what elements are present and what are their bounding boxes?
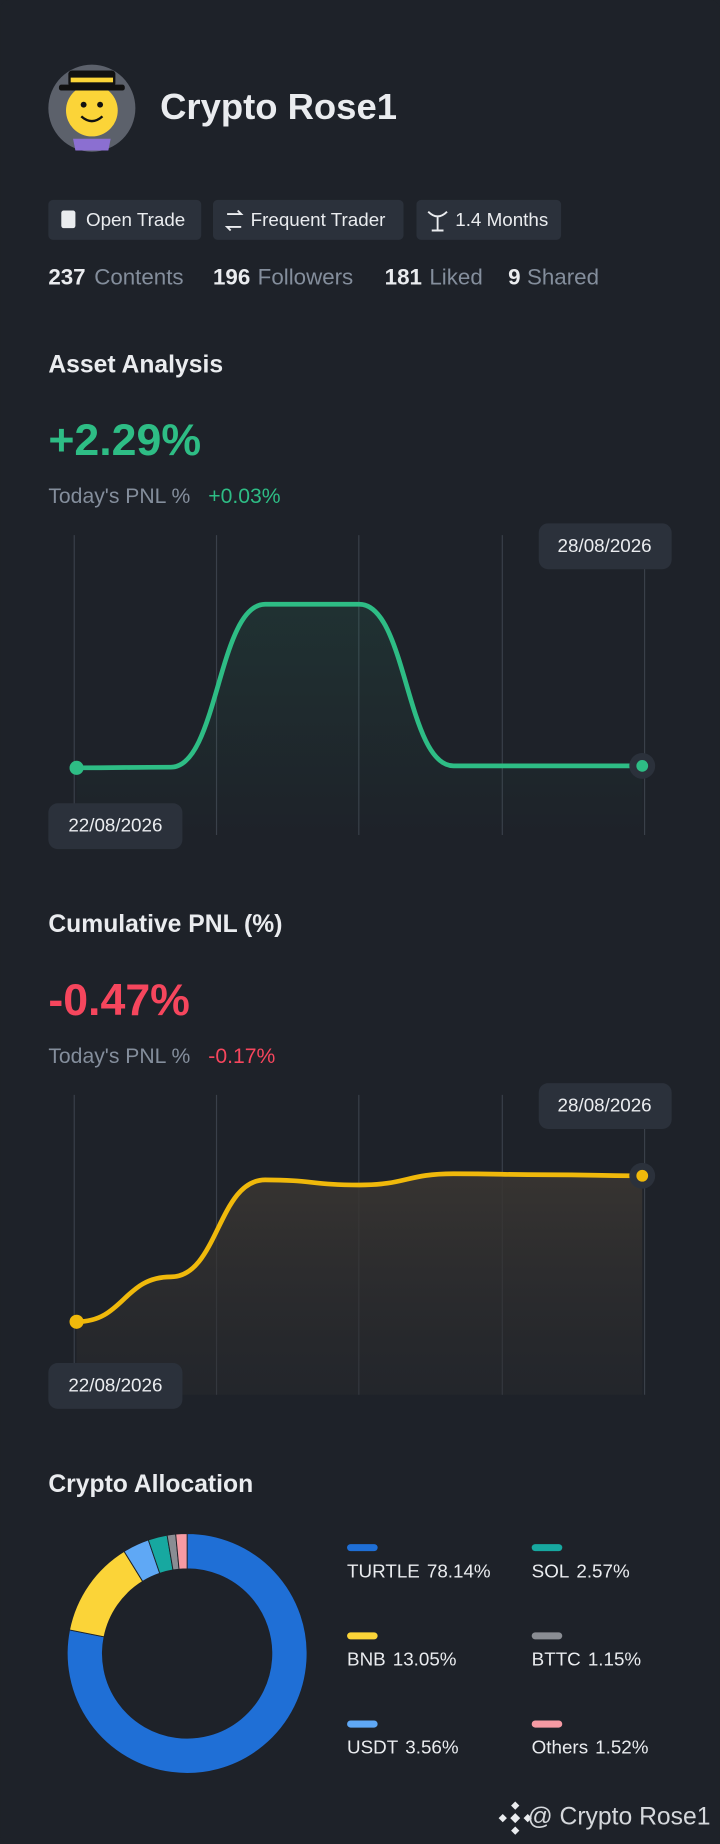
stat-label: Shared: [527, 265, 599, 290]
end-point: [636, 1169, 649, 1182]
date-tooltip: [538, 1083, 672, 1129]
badge-label: 1.4 Months: [455, 209, 548, 230]
section-title: Cumulative PNL (%): [48, 911, 282, 938]
stat-value: 181: [385, 265, 422, 290]
legend-value: 3.56%: [405, 1737, 459, 1758]
donut-segment: [175, 1533, 188, 1570]
badge-icon: [224, 209, 244, 232]
line: [74, 601, 645, 771]
legend-name: TURTLE: [347, 1560, 420, 1581]
legend-entry: USDT 3.56%: [347, 1737, 459, 1758]
legend-swatch: [347, 1544, 378, 1552]
date-tooltip: [48, 1363, 183, 1409]
legend-value: 1.15%: [588, 1649, 642, 1670]
section-title: Asset Analysis: [48, 351, 223, 378]
legend-value: 2.57%: [576, 1560, 630, 1581]
stat-value: 237: [48, 265, 85, 290]
stat-label: Liked: [429, 265, 482, 290]
legend-value: 1.52%: [595, 1737, 649, 1758]
legend-name: SOL: [532, 1560, 570, 1581]
avatar: [48, 64, 136, 152]
badge-label: Open Trade: [86, 209, 185, 230]
legend-entry: Others 1.52%: [532, 1737, 649, 1758]
headline-value: -0.47%: [48, 976, 190, 1025]
badge-icon: [427, 210, 448, 232]
legend-swatch: [531, 1720, 563, 1728]
stat-value: 9: [508, 265, 520, 290]
legend-entry: SOL 2.57%: [532, 1560, 630, 1581]
stat-label: Contents: [94, 265, 183, 290]
end-point: [636, 760, 649, 772]
legend-name: BNB: [347, 1649, 386, 1670]
legend-value: 13.05%: [393, 1649, 457, 1670]
stat-value: 196: [213, 265, 250, 290]
section-title: Crypto Allocation: [48, 1471, 253, 1498]
badge: [212, 199, 404, 240]
pnl-label: Today's PNL %: [48, 485, 190, 508]
legend-name: USDT: [347, 1737, 399, 1758]
badge: [48, 199, 202, 240]
profile-name: Crypto Rose1: [160, 86, 397, 127]
badge-icon: [61, 210, 76, 229]
legend-entry: BNB 13.05%: [347, 1649, 457, 1670]
headline-value: +2.29%: [48, 416, 201, 465]
legend-value: 78.14%: [427, 1560, 491, 1581]
badge-label: Frequent Trader: [251, 209, 386, 230]
start-date: 22/08/2026: [68, 1374, 162, 1395]
pnl-change: +0.03%: [208, 485, 281, 508]
end-date: 28/08/2026: [558, 535, 652, 556]
line: [74, 1171, 645, 1325]
legend-swatch: [531, 1632, 563, 1640]
pnl-change: -0.17%: [208, 1045, 275, 1068]
donut-segment: [66, 1533, 308, 1774]
pnl-label: Today's PNL %: [48, 1045, 190, 1068]
end-date: 28/08/2026: [558, 1095, 652, 1116]
legend-entry: BTTC 1.15%: [532, 1649, 642, 1670]
line-area: [76, 604, 643, 835]
footer-text: @ Crypto Rose1: [528, 1804, 711, 1831]
legend-entry: TURTLE 78.14%: [347, 1560, 491, 1581]
legend-swatch: [531, 1544, 563, 1552]
date-tooltip: [538, 523, 672, 570]
legend-swatch: [347, 1720, 378, 1728]
start-date: 22/08/2026: [68, 815, 162, 836]
date-tooltip: [48, 803, 183, 850]
start-point: [69, 760, 84, 775]
stat-label: Followers: [258, 265, 354, 290]
badge: [416, 199, 562, 240]
legend-name: Others: [532, 1737, 588, 1758]
legend-name: BTTC: [532, 1649, 581, 1670]
legend-swatch: [347, 1632, 378, 1640]
start-point: [69, 1314, 84, 1329]
